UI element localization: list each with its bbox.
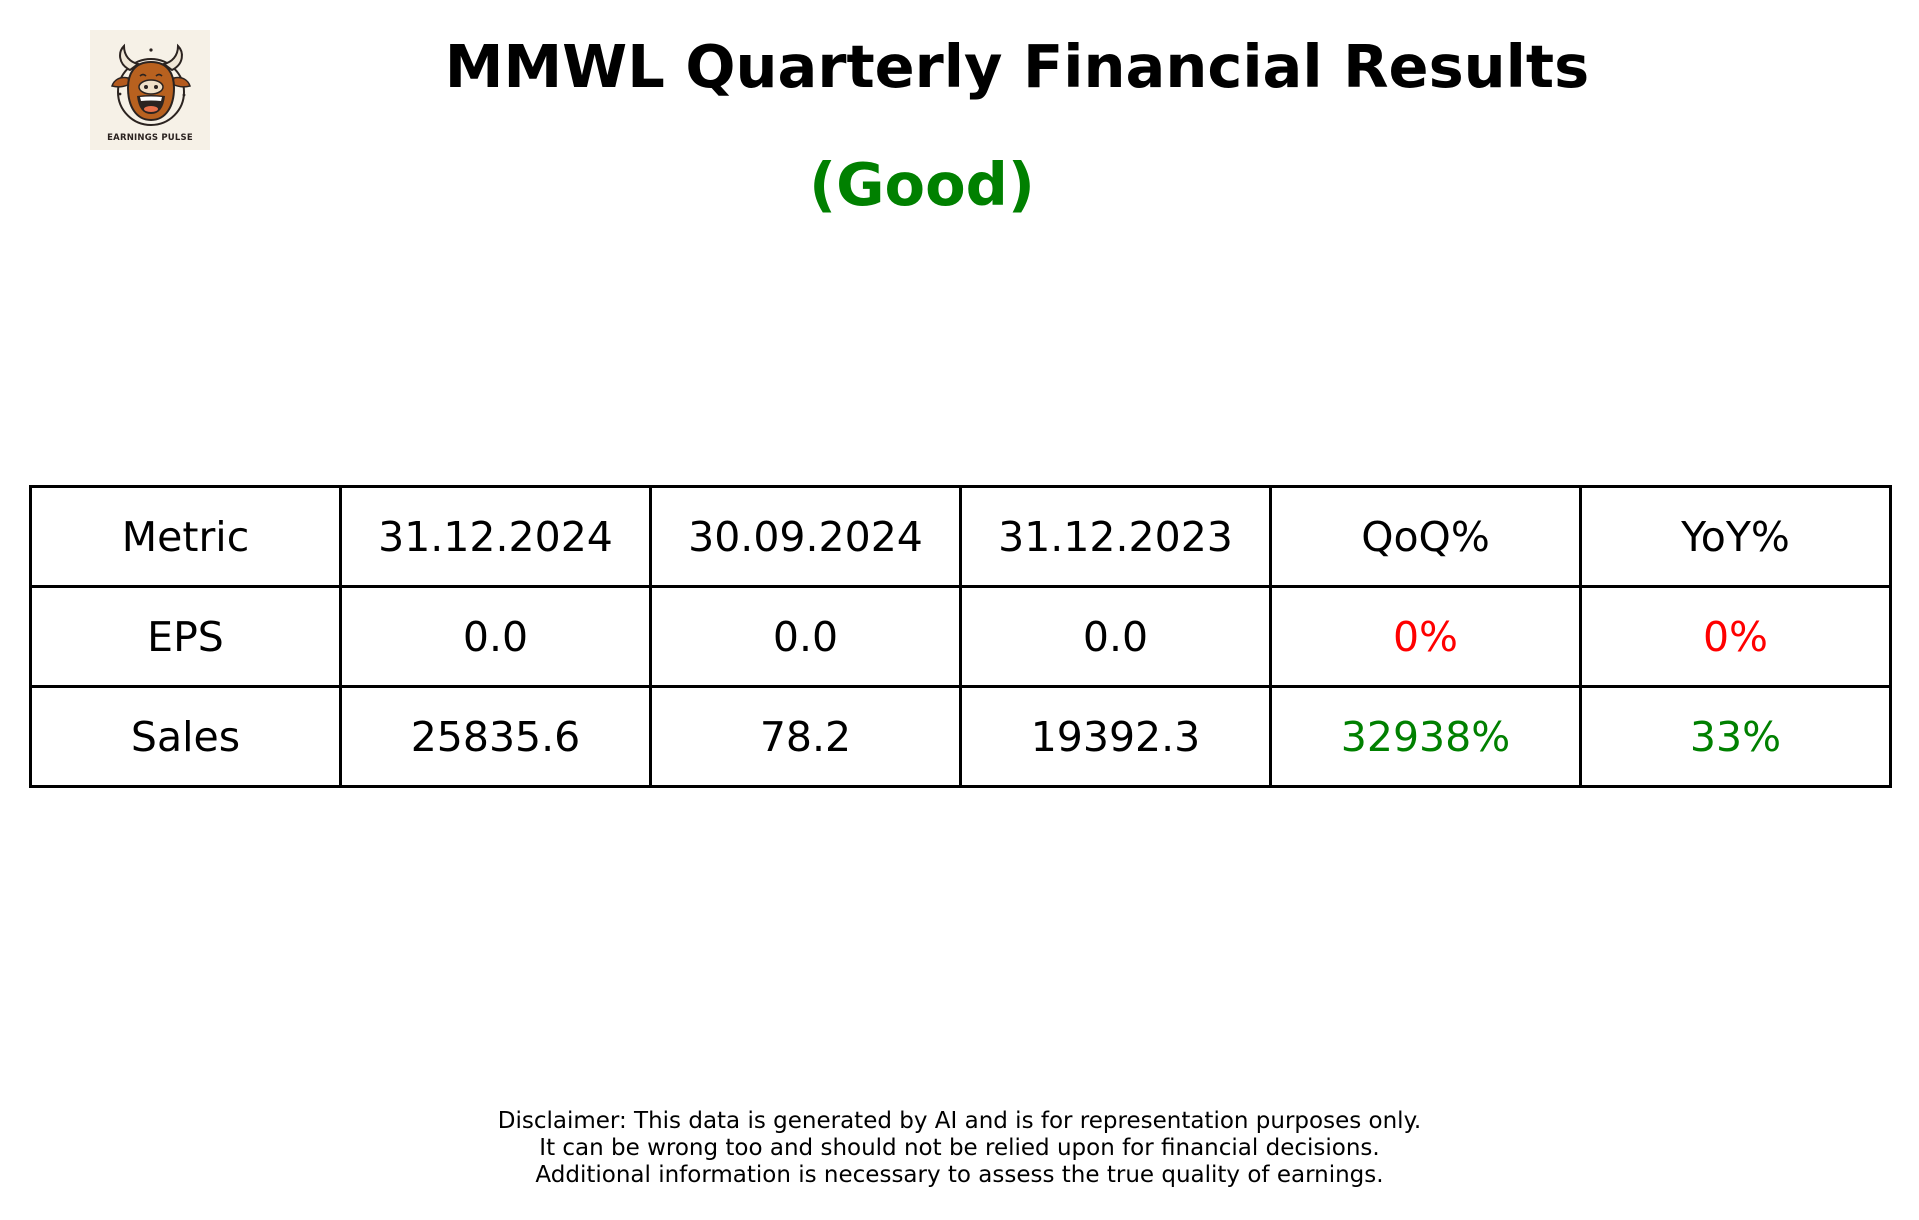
table-row: Sales 25835.6 78.2 19392.3 32938% 33% <box>29 685 1892 788</box>
qoq-change: 0% <box>1269 585 1582 688</box>
disclaimer: Disclaimer: This data is generated by AI… <box>0 1108 1919 1189</box>
disclaimer-line: Additional information is necessary to a… <box>535 1162 1384 1188</box>
earnings-pulse-logo: EARNINGS PULSE <box>90 30 210 150</box>
logo-text: EARNINGS PULSE <box>107 133 193 143</box>
table-header-row: Metric 31.12.2024 30.09.2024 31.12.2023 … <box>29 485 1892 588</box>
current-quarter-value: 25835.6 <box>339 685 652 788</box>
column-header-current-quarter: 31.12.2024 <box>339 485 652 588</box>
current-quarter-value: 0.0 <box>339 585 652 688</box>
column-header-metric: Metric <box>29 485 342 588</box>
column-header-qoq: QoQ% <box>1269 485 1582 588</box>
metric-name: EPS <box>29 585 342 688</box>
column-header-yoy: YoY% <box>1579 485 1892 588</box>
metric-name: Sales <box>29 685 342 788</box>
page-title: MMWL Quarterly Financial Results <box>444 32 1590 101</box>
yoy-change: 0% <box>1579 585 1892 688</box>
disclaimer-line: It can be wrong too and should not be re… <box>539 1135 1380 1161</box>
rating-label: (Good) <box>809 150 1035 219</box>
column-header-year-ago-quarter: 31.12.2023 <box>959 485 1272 588</box>
qoq-change: 32938% <box>1269 685 1582 788</box>
previous-quarter-value: 0.0 <box>649 585 962 688</box>
previous-quarter-value: 78.2 <box>649 685 962 788</box>
bull-mascot-icon <box>111 43 191 126</box>
column-header-previous-quarter: 30.09.2024 <box>649 485 962 588</box>
table-row: EPS 0.0 0.0 0.0 0% 0% <box>29 585 1892 688</box>
yoy-change: 33% <box>1579 685 1892 788</box>
disclaimer-line: Disclaimer: This data is generated by AI… <box>497 1108 1422 1134</box>
year-ago-quarter-value: 0.0 <box>959 585 1272 688</box>
results-table: Metric 31.12.2024 30.09.2024 31.12.2023 … <box>29 485 1892 788</box>
year-ago-quarter-value: 19392.3 <box>959 685 1272 788</box>
